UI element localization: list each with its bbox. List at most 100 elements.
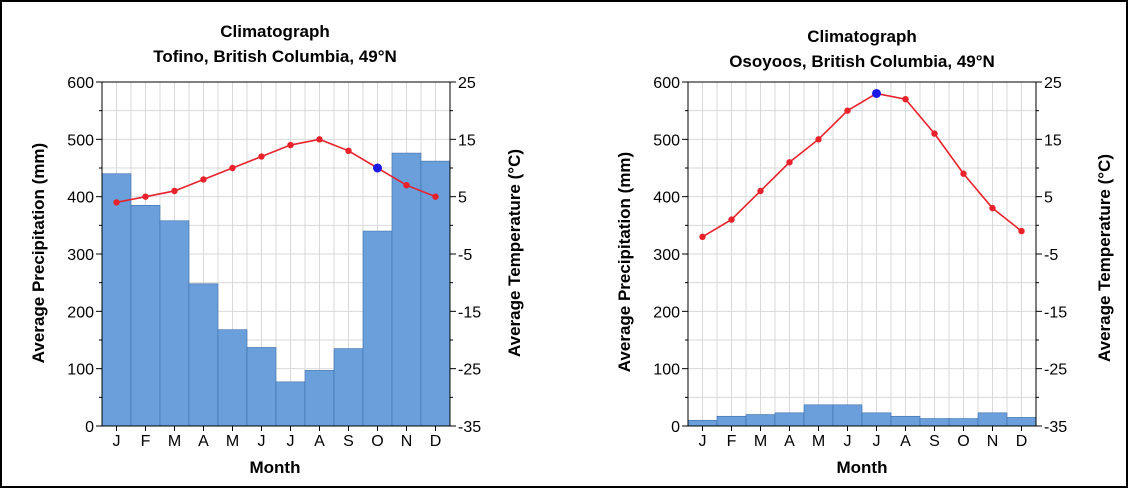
temperature-series-line (116, 138, 436, 204)
temperature-point (960, 170, 967, 177)
x-tick-label: N (401, 433, 413, 450)
y-axis-label: Average Precipitation (mm) (615, 152, 634, 372)
y2-tick-label: 5 (1044, 190, 1053, 207)
y-tick-label: 0 (671, 419, 680, 436)
precipitation-bar (275, 381, 306, 427)
temperature-point (786, 159, 793, 166)
x-tick-label: D (1016, 433, 1028, 450)
y2-axis-label: Average Temperature (°C) (1095, 154, 1114, 362)
precipitation-bar (977, 412, 1008, 427)
x-tick-label: D (430, 433, 442, 450)
y-tick-label: 200 (67, 304, 94, 321)
y-tick-label: 500 (67, 132, 94, 149)
precipitation-bar (890, 415, 921, 427)
y2-tick-label: 15 (1044, 132, 1062, 149)
y-tick-label: 100 (653, 362, 680, 379)
temperature-point (229, 164, 236, 172)
precipitation-bar (362, 230, 393, 427)
x-tick-label: A (900, 433, 911, 450)
y2-tick-label: -25 (1044, 362, 1067, 379)
precipitation-bar (832, 404, 863, 427)
y-tick-label: 400 (653, 190, 680, 207)
precipitation-bar (333, 348, 364, 427)
x-tick-label: F (141, 433, 151, 450)
x-tick-label: A (198, 433, 209, 450)
y2-axis-label: Average Temperature (°C) (505, 149, 524, 357)
chart-title: Climatograph (220, 22, 330, 41)
precipitation-bar (919, 418, 950, 427)
precipitation-bar (948, 418, 979, 427)
y2-tick-label: 5 (458, 190, 467, 207)
x-tick-label: J (873, 433, 881, 450)
x-tick-label: A (314, 433, 325, 450)
temperature-point (989, 204, 996, 212)
precipitation-bar (304, 370, 335, 427)
grid (688, 82, 1036, 426)
y-axis-label: Average Precipitation (mm) (29, 143, 48, 363)
precipitation-bar (861, 412, 892, 427)
x-tick-label: S (343, 433, 354, 450)
temperature-point (200, 176, 207, 183)
temperature-point (699, 233, 706, 240)
x-tick-label: M (226, 433, 239, 450)
y2-tick-label: 25 (1044, 75, 1062, 92)
y2-tick-label: -35 (1044, 419, 1067, 436)
precipitation-bar (188, 283, 219, 427)
temperature-point (902, 96, 909, 103)
precipitation-bar (745, 414, 776, 427)
x-tick-label: J (699, 433, 707, 450)
temperature-line (113, 136, 439, 206)
y2-tick-label: -15 (1044, 304, 1067, 321)
chart-subtitle: Osoyoos, British Columbia, 49°N (729, 52, 995, 71)
y-tick-label: 200 (653, 304, 680, 321)
x-tick-label: M (168, 433, 181, 450)
x-tick-label: J (844, 433, 852, 450)
y-tick-label: 600 (653, 75, 680, 92)
precipitation-bar (217, 329, 248, 427)
precipitation-bars (101, 152, 451, 427)
temperature-point-highlighted (872, 88, 881, 98)
x-tick-label: O (371, 433, 383, 450)
temperature-series-line (702, 92, 1022, 238)
y2-tick-label: -15 (458, 304, 481, 321)
temperature-point (142, 193, 149, 200)
temperature-point (171, 187, 178, 195)
y-tick-label: 300 (67, 247, 94, 264)
x-tick-label: M (754, 433, 767, 450)
x-tick-label: J (287, 433, 295, 450)
temperature-point (403, 182, 410, 189)
temperature-point (287, 141, 294, 149)
x-axis-label: Month (837, 458, 888, 477)
osoyoos-chart: Climatograph Osoyoos, British Columbia, … (615, 27, 1114, 477)
x-tick-label: J (113, 433, 121, 450)
temperature-point (432, 193, 439, 200)
precipitation-bar (774, 412, 805, 427)
y-tick-label: 0 (85, 419, 94, 436)
precipitation-bar (687, 419, 718, 427)
x-tick-label: N (987, 433, 999, 450)
y2-tick-label: -5 (1044, 247, 1058, 264)
temperature-point (1018, 227, 1025, 235)
temperature-point (316, 136, 323, 143)
x-axis-label: Month (250, 458, 301, 477)
y-tick-label: 600 (67, 75, 94, 92)
chart-title: Climatograph (807, 27, 917, 46)
temperature-point (844, 107, 851, 114)
y2-tick-label: -25 (458, 362, 481, 379)
y2-tick-label: 15 (458, 132, 476, 149)
y-tick-label: 500 (653, 132, 680, 149)
temperature-point (815, 136, 822, 143)
x-tick-label: F (727, 433, 737, 450)
x-tick-label: J (258, 433, 266, 450)
x-tick-label: O (957, 433, 969, 450)
precipitation-bar (391, 152, 422, 427)
temperature-point (728, 216, 735, 223)
y-tick-label: 400 (67, 190, 94, 207)
precipitation-bar (803, 404, 834, 427)
precipitation-bars (687, 404, 1037, 427)
precipitation-bar (246, 347, 277, 427)
x-tick-label: A (784, 433, 795, 450)
